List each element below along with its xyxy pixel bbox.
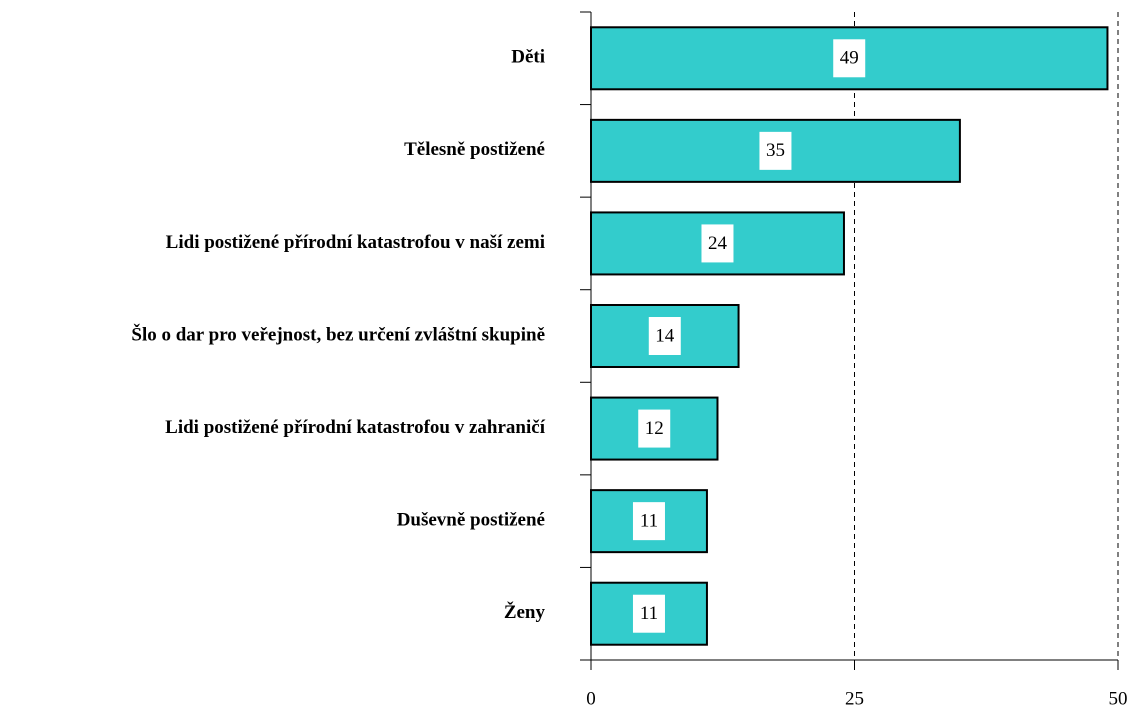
value-label: 35 <box>766 140 785 161</box>
x-tick-label: 50 <box>1109 688 1128 709</box>
x-tick-label: 25 <box>845 688 864 709</box>
category-label: Děti <box>511 47 545 68</box>
value-label-box <box>759 131 792 170</box>
value-label: 49 <box>840 48 859 69</box>
category-label: Tělesně postižené <box>404 139 545 160</box>
value-label-box <box>833 39 866 78</box>
value-label: 11 <box>640 511 658 532</box>
category-label: Šlo o dar pro veřejnost, bez určení zvlá… <box>131 323 545 345</box>
bar <box>590 211 845 276</box>
value-label: 24 <box>708 233 728 254</box>
category-label: Lidi postižené přírodní katastrofou v za… <box>165 417 546 438</box>
value-label-box <box>632 502 665 541</box>
bar <box>590 26 1109 91</box>
value-label-box <box>648 317 681 355</box>
value-label: 12 <box>645 418 664 439</box>
category-label: Lidi postižené přírodní katastrofou v na… <box>166 232 545 253</box>
value-label: 14 <box>655 325 675 346</box>
x-tick-label: 0 <box>586 688 596 709</box>
value-label-box <box>638 409 671 448</box>
value-label-box <box>632 594 665 633</box>
value-label-box <box>701 224 734 263</box>
category-label: Ženy <box>504 601 546 623</box>
value-label: 11 <box>640 603 658 624</box>
category-label: Duševně postižené <box>397 510 545 531</box>
bar <box>590 489 708 554</box>
